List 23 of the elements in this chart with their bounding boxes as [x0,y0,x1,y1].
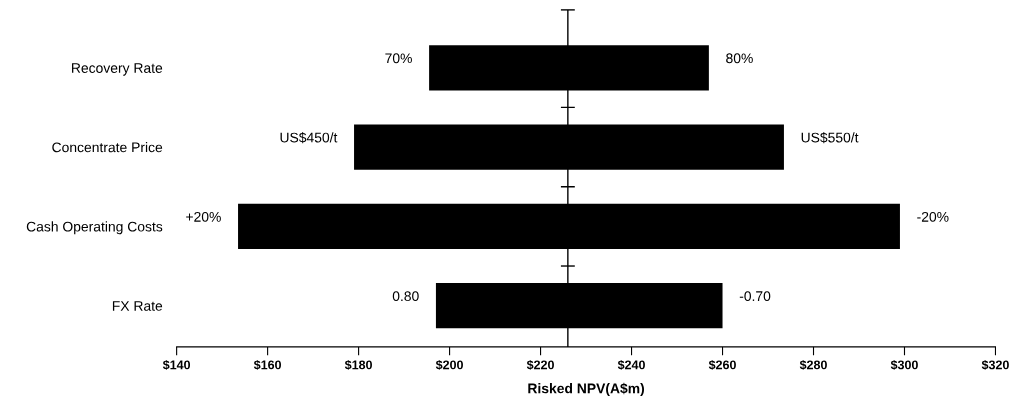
x-tick-label: $140 [162,359,191,371]
x-tick-label: $240 [617,359,645,371]
x-axis-title: Risked NPV(A$m) [528,382,645,397]
annotation: 0.80 [392,291,419,302]
annotation: 80% [726,53,753,64]
y-tick-label: Cash Operating Costs [26,221,163,235]
annotation: +20% [186,211,221,222]
annotation: US$550/t [801,132,859,144]
x-tick-label: $180 [344,359,372,371]
x-tick-label: $280 [799,359,827,371]
annotation: 70% [385,53,412,64]
x-tick-label: $260 [708,359,736,371]
x-tick-label: $160 [253,359,282,371]
y-tick-label: FX Rate [112,301,163,311]
annotation: -0.70 [739,291,771,302]
x-tick-label: $220 [526,359,554,371]
y-tick-label: Concentrate Price [52,142,163,153]
x-tick-label: $200 [435,359,463,371]
x-tick-label: $300 [890,359,918,371]
x-tick-label: $320 [981,359,1009,371]
annotation: -20% [917,211,949,222]
annotation: US$450/t [280,132,338,144]
y-tick-label: Recovery Rate [72,63,163,76]
